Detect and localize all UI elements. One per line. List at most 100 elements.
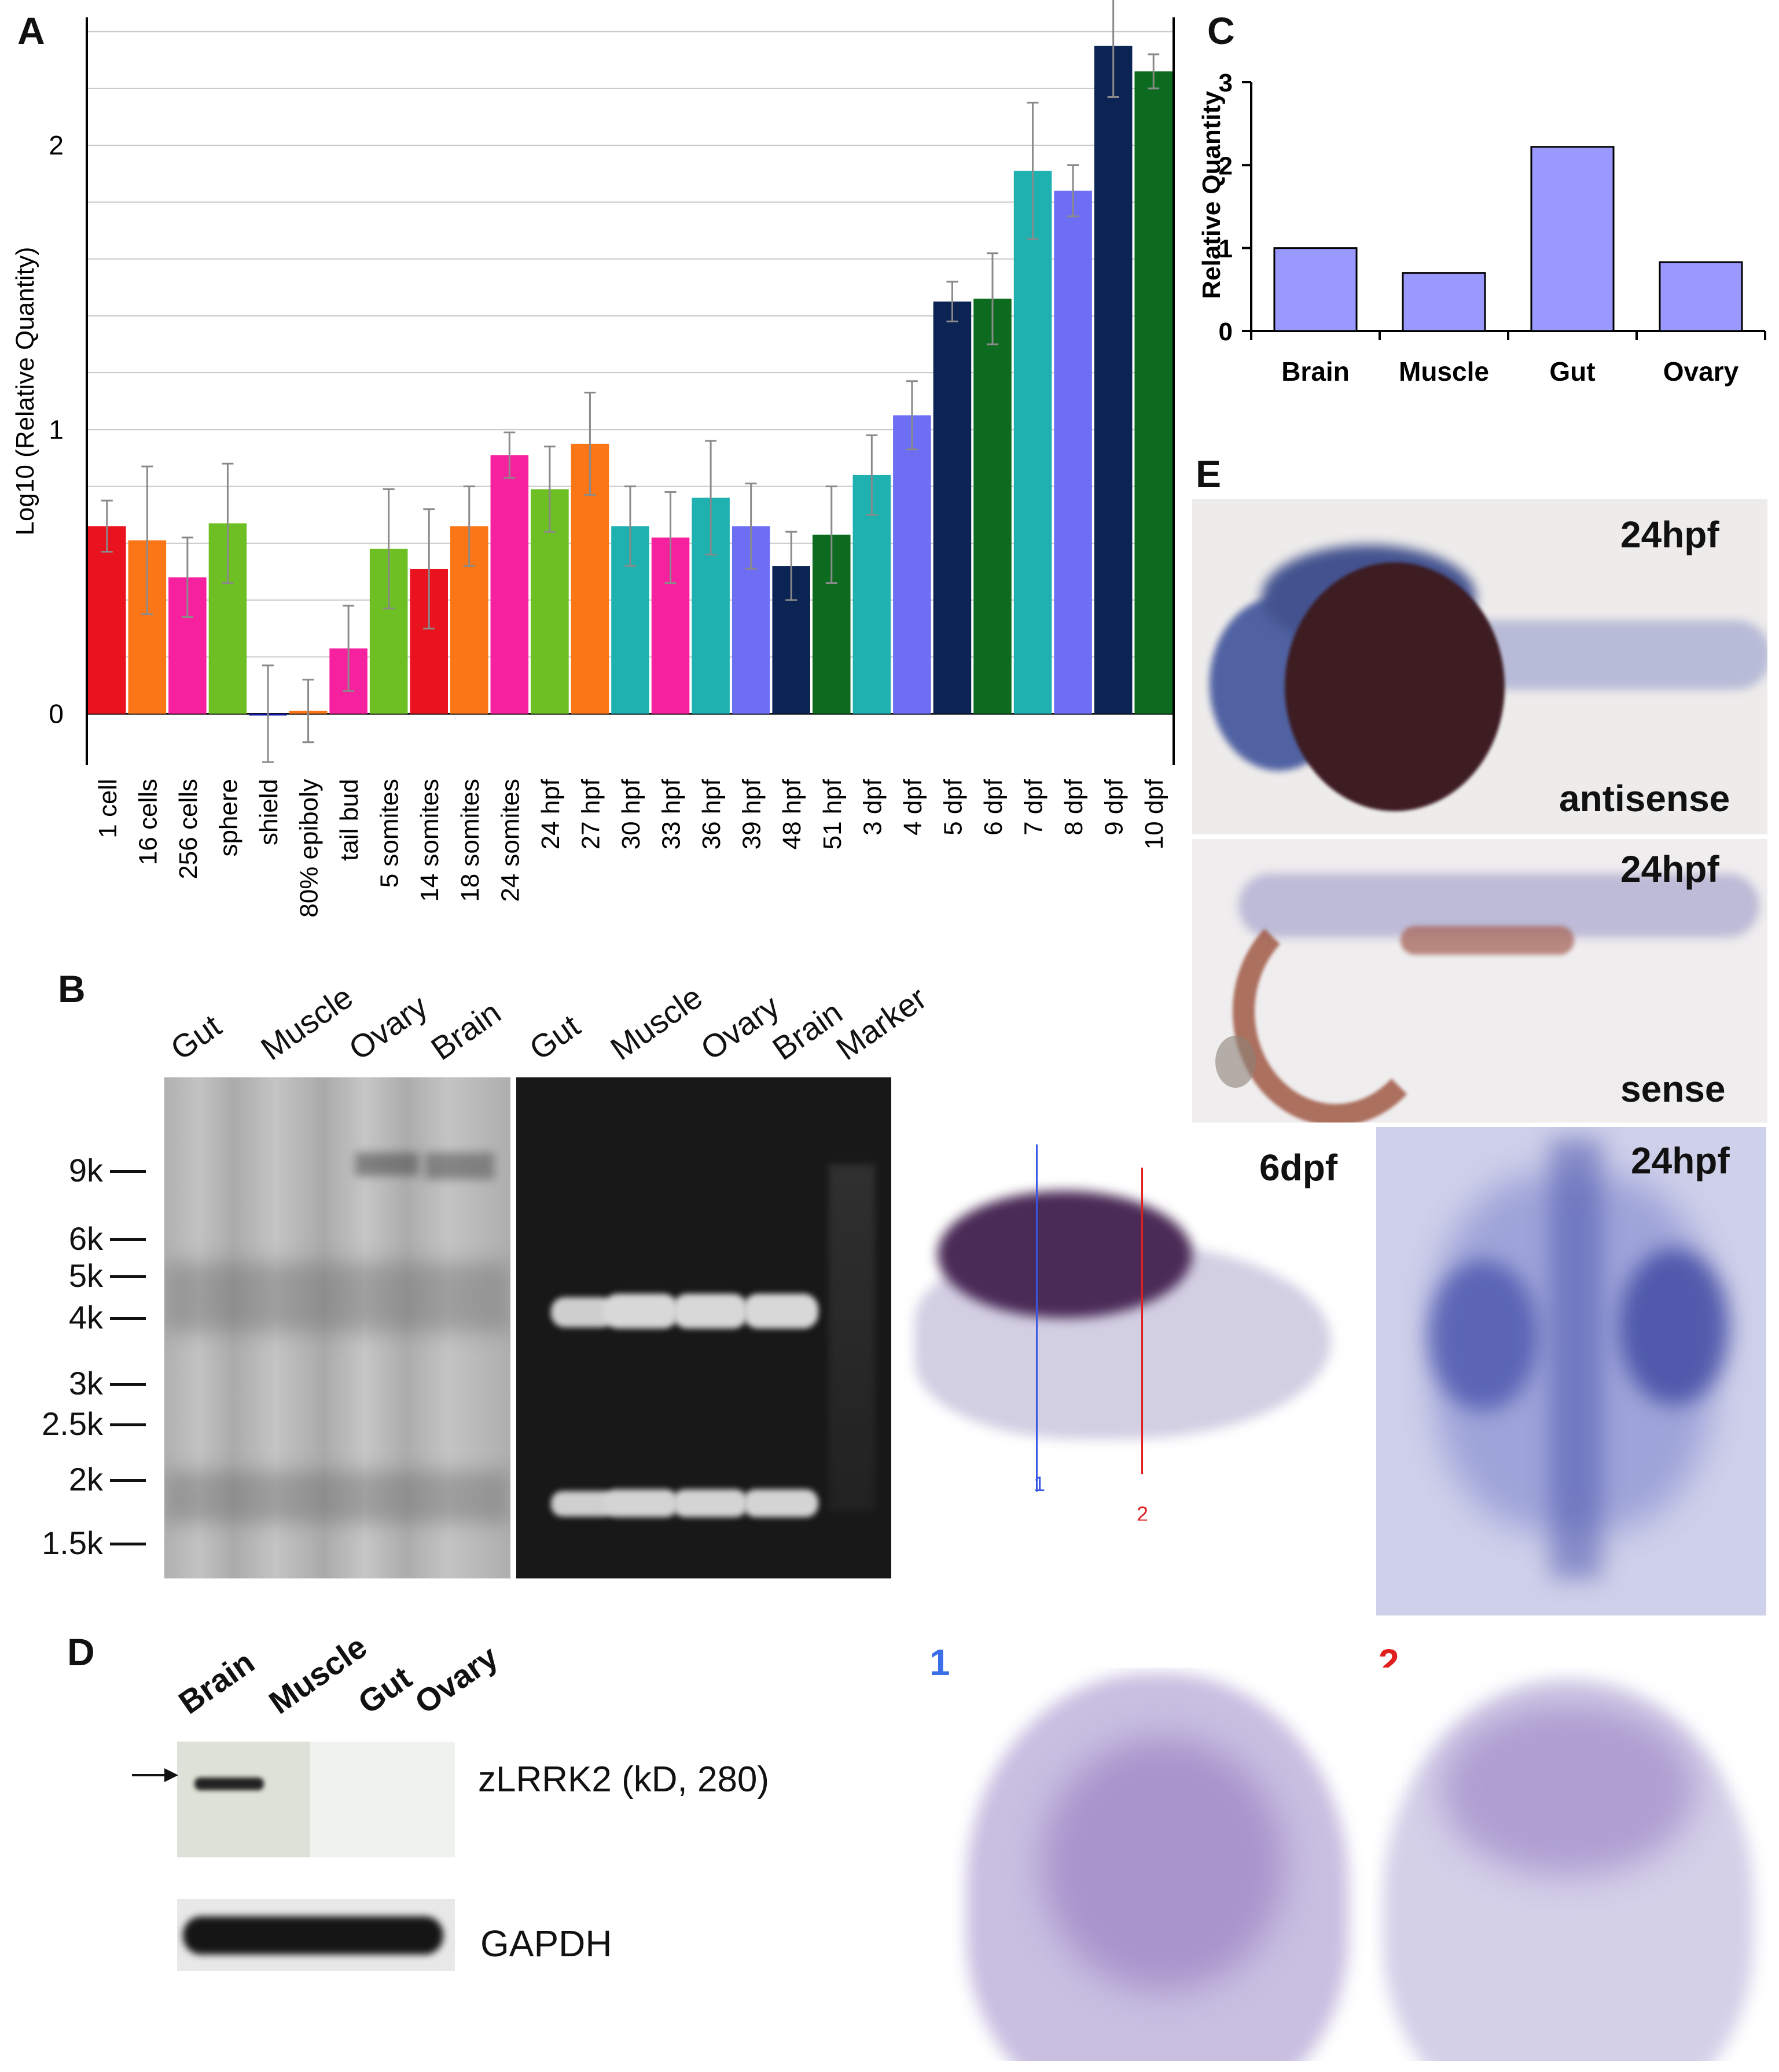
y-tick-label-a: 0	[49, 699, 64, 729]
y-tick-label-c: 0	[1219, 318, 1233, 346]
embryo-24hpf-antisense-image: 24hpf antisense	[1192, 499, 1767, 834]
bar-a	[973, 299, 1012, 714]
y-tick-label-a: 2	[49, 130, 64, 160]
x-tick-label-a: 51 hpf	[818, 778, 847, 849]
x-tick-label-a: 5 dpf	[939, 778, 967, 836]
section-1-label: 1	[929, 1642, 950, 1683]
bar-a	[933, 301, 972, 714]
lane-label-left: Muscle	[254, 978, 359, 1068]
x-tick-label-a: 24 somites	[496, 779, 524, 902]
stage-label-24hpf-dorsal: 24hpf	[1631, 1140, 1730, 1182]
x-tick-label-a: 48 hpf	[778, 778, 806, 849]
x-tick-label-a: tail bud	[335, 779, 363, 861]
panel-b-letter: B	[58, 967, 86, 1010]
bar-c	[1273, 247, 1358, 332]
western-blot-zlrrk2	[177, 1742, 455, 1857]
x-tick-label-a: shield	[255, 779, 283, 845]
western-band-zlrrk2-brain	[194, 1777, 264, 1790]
gel-band-muscle-4k	[603, 1294, 678, 1328]
bar-c	[1659, 261, 1743, 332]
x-tick-label-a: 80% epiboly	[295, 779, 324, 918]
section-1-stain	[1042, 1737, 1285, 1992]
panel-a-letter: A	[17, 9, 45, 52]
size-marker-tick	[110, 1238, 146, 1241]
lane-label-right: Ovary	[694, 987, 786, 1068]
x-tick-label-a: 33 hpf	[657, 778, 686, 849]
x-tick-label-a: 30 hpf	[617, 778, 645, 849]
size-marker-label: 5k	[68, 1257, 103, 1294]
gel-band-muscle-2k	[603, 1489, 678, 1517]
sense-embryo-eye	[1215, 1036, 1256, 1088]
x-tick-label-a: 4 dpf	[899, 778, 927, 836]
gel-band-ovary-4k	[672, 1294, 748, 1328]
x-tick-label-a: 9 dpf	[1100, 778, 1129, 836]
size-marker-tick	[110, 1383, 146, 1386]
embryo-24hpf-sense-image: 24hpf sense	[1192, 839, 1767, 1123]
bar-c	[1402, 272, 1486, 332]
y-tick-label-c: 2	[1219, 152, 1233, 180]
x-tick-label-a: 10 dpf	[1140, 778, 1168, 849]
x-tick-label-c: Ovary	[1663, 356, 1739, 387]
x-tick-label-a: 5 somites	[376, 779, 404, 888]
gel-image	[516, 1077, 891, 1578]
size-marker-tick	[110, 1170, 146, 1173]
arrow-icon	[164, 1768, 178, 1782]
stage-label-24hpf-top: 24hpf	[1620, 514, 1719, 555]
panel-a-chart: 0 1 2 Log10 (Relative Quantity) 1 cell 16 cel…	[11, 0, 1175, 918]
western-lane-label: Muscle	[262, 1628, 373, 1721]
western-lane-label: Ovary	[408, 1638, 505, 1721]
bar-a	[1013, 171, 1052, 714]
size-marker-tick	[110, 1275, 146, 1278]
x-tick-label-a: 1 cell	[94, 779, 122, 838]
gapdh-label: GAPDH	[480, 1923, 612, 1964]
stage-label-6dpf: 6dpf	[1259, 1147, 1338, 1188]
size-marker-label: 6k	[68, 1220, 103, 1257]
panel-e-letter: E	[1196, 452, 1222, 495]
zlrrk2-label: zLRRK2 (kD, 280)	[478, 1760, 770, 1799]
dorsal-eye-left	[1428, 1260, 1538, 1411]
northern-smear-upper	[164, 1263, 510, 1332]
size-marker-tick	[110, 1543, 146, 1545]
x-tick-label-c: Muscle	[1399, 356, 1489, 387]
stage-label-24hpf-mid: 24hpf	[1620, 848, 1719, 890]
x-tick-label-a: 36 hpf	[697, 778, 726, 849]
size-marker-label: 4k	[68, 1299, 103, 1335]
x-tick-label-a: 8 dpf	[1060, 778, 1088, 836]
bar-a	[1094, 46, 1133, 714]
western-blot-gapdh	[177, 1899, 455, 1971]
gel-band-brain-4k	[743, 1294, 818, 1328]
size-marker-label: 1.5k	[42, 1525, 103, 1561]
y-tick-label-a: 1	[49, 414, 64, 444]
y-tick-label-c: 3	[1219, 69, 1233, 97]
northern-smear-lower	[164, 1471, 510, 1523]
x-tick-label-a: 18 somites	[456, 779, 484, 902]
x-tick-label-a: 16 cells	[134, 779, 162, 865]
size-marker-tick	[110, 1423, 146, 1426]
western-brain-lane-shade	[177, 1742, 310, 1857]
size-marker-label: 2k	[68, 1461, 103, 1497]
gel-band-ovary-2k	[672, 1489, 748, 1517]
bar-a	[893, 415, 931, 714]
bar-a	[1054, 190, 1092, 714]
bar-a	[490, 455, 529, 714]
x-tick-label-a: 14 somites	[416, 779, 444, 902]
gel-band-brain-2k	[743, 1489, 818, 1517]
lane-label-right: Muscle	[604, 978, 709, 1068]
y-tick-label-c: 1	[1219, 235, 1233, 263]
x-tick-label-a: 24 hpf	[536, 778, 565, 849]
western-band-gapdh	[183, 1916, 443, 1955]
x-tick-label-c: Brain	[1281, 356, 1350, 387]
panel-c-letter: C	[1207, 9, 1235, 52]
lane-label-left: Gut	[164, 1007, 228, 1068]
section-line-1-label: 1	[1034, 1472, 1046, 1496]
x-tick-label-a: sphere	[214, 779, 242, 857]
x-tick-label-a: 7 dpf	[1020, 778, 1048, 836]
section-line-2-label: 2	[1137, 1502, 1149, 1521]
northern-blot-image	[164, 1077, 510, 1578]
northern-band-ovary	[355, 1153, 419, 1176]
section-line-2	[1141, 1168, 1143, 1474]
lane-label-right: Brain	[766, 993, 849, 1068]
size-marker-label: 9k	[68, 1152, 103, 1188]
x-tick-label-a: 39 hpf	[738, 778, 766, 849]
